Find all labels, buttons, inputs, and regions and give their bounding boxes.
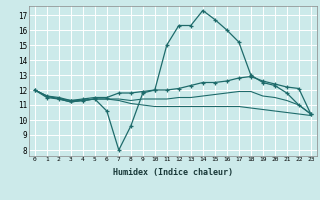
X-axis label: Humidex (Indice chaleur): Humidex (Indice chaleur) bbox=[113, 168, 233, 177]
